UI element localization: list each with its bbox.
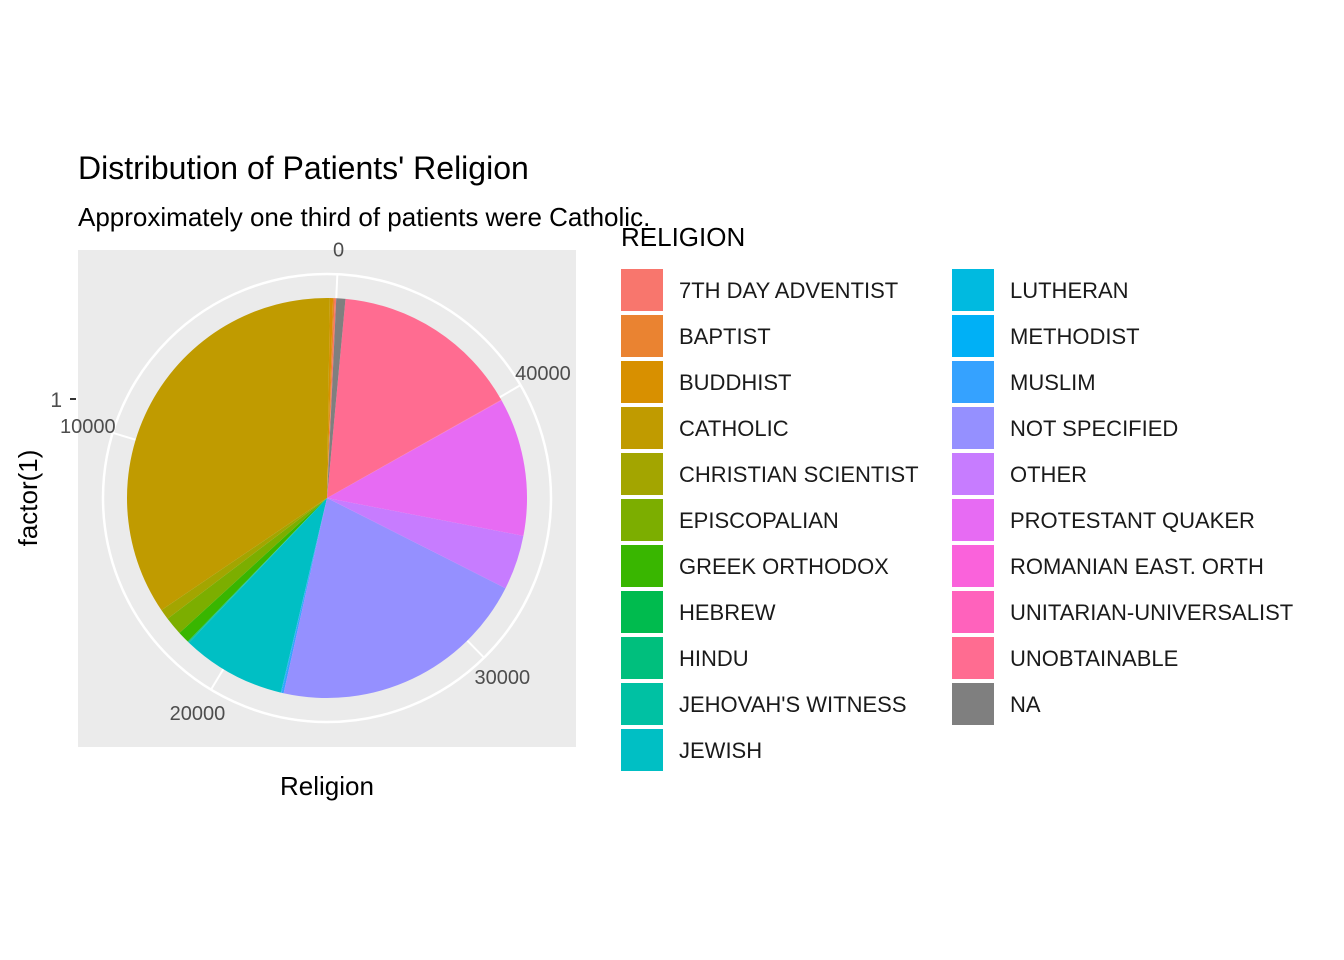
pie-slice-christian-scientist — [161, 498, 327, 619]
y-tick-label: 1 — [50, 389, 62, 412]
grid-spoke — [335, 274, 339, 299]
grid-spoke — [210, 668, 225, 691]
pie-slice-7th-day-adventist — [327, 298, 337, 498]
pie-slice-romanian-east-orth — [327, 400, 502, 498]
grid-spoke — [499, 384, 521, 399]
radial-tick-label: 20000 — [170, 703, 226, 725]
radial-tick-label: 10000 — [60, 416, 116, 438]
pie-slice-catholic — [127, 298, 330, 611]
pie-slice-baptist — [327, 298, 335, 498]
pie-slice-other — [327, 498, 524, 589]
grid-spoke — [466, 639, 485, 659]
pie-slice-jewish — [188, 498, 327, 693]
pie-slice-unobtainable — [327, 298, 502, 498]
pie-slice-jehovah-s-witness — [188, 498, 327, 643]
pie-slice-buddhist — [327, 298, 334, 498]
polar-grid — [101, 272, 553, 724]
chart-title: Distribution of Patients' Religion — [78, 150, 529, 186]
y-axis-label: factor(1) — [13, 450, 43, 547]
legend-title: RELIGION — [621, 222, 746, 252]
pie-slice-unitarian-universalist — [327, 399, 502, 498]
pie-slice-hebrew — [187, 498, 327, 642]
chart-subtitle: Approximately one third of patients were… — [78, 202, 651, 232]
pie-slice-na — [327, 298, 346, 498]
pie-slice-muslim — [281, 498, 327, 694]
pie-slice-protestant-quaker — [327, 400, 527, 536]
pie-slice-lutheran — [280, 498, 327, 693]
pie-slice-greek-orthodox — [179, 498, 327, 642]
pie-slice-not-specified — [283, 498, 506, 699]
pie-slice-episcopalian — [167, 498, 327, 633]
pie-slices — [127, 298, 527, 699]
pie-slice-hindu — [188, 498, 327, 643]
x-axis-label: Religion — [280, 771, 374, 801]
radial-tick-labels: 0 10000 20000 30000 40000 — [60, 239, 571, 725]
radial-tick-label: 0 — [333, 239, 344, 261]
radial-tick-label: 30000 — [474, 667, 530, 689]
pie-slice-methodist — [281, 498, 327, 693]
grid-circle — [101, 272, 553, 724]
radial-tick-label: 40000 — [515, 363, 571, 385]
grid-spoke — [112, 431, 136, 441]
